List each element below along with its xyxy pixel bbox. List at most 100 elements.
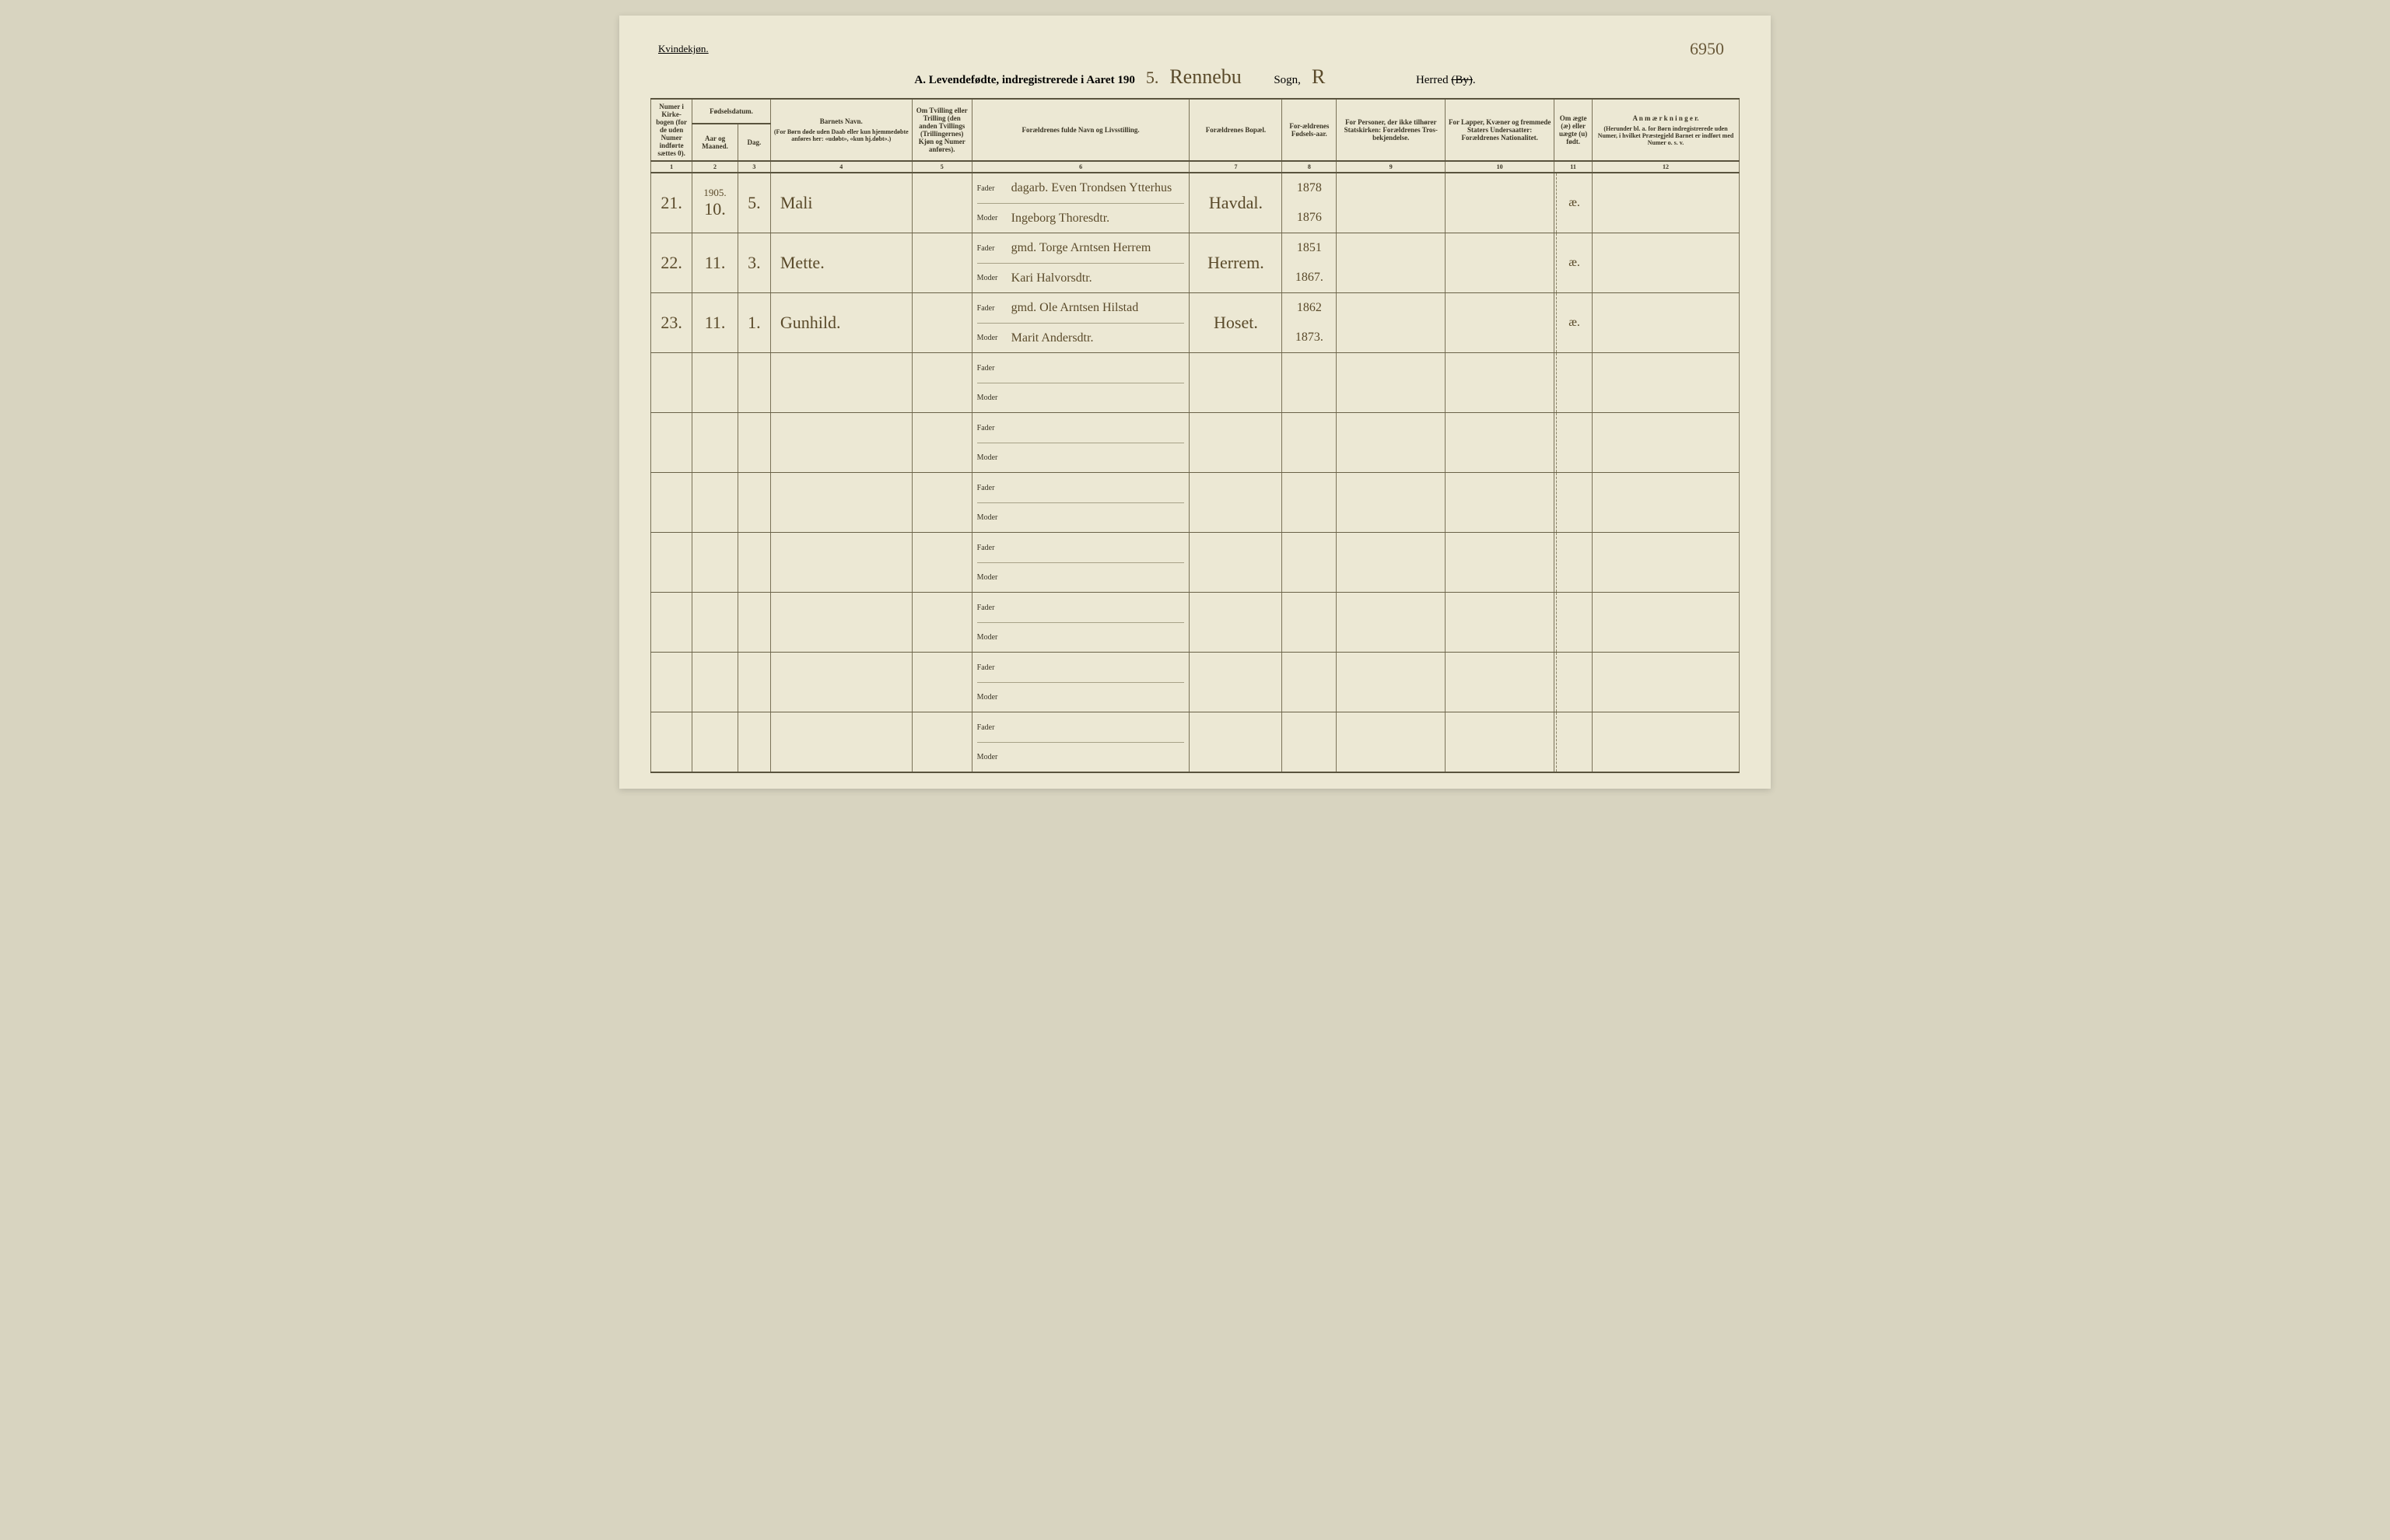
sogn-fill: Rennebu: [1169, 65, 1263, 89]
cell-religion: [1337, 593, 1446, 653]
cell-name: [770, 413, 912, 473]
cell-month: [692, 533, 738, 593]
col-head-1: Numer i Kirke-bogen (for de uden Numer i…: [651, 99, 692, 161]
moder-line: Moder Ingeborg Thoresdtr.: [977, 203, 1185, 233]
cell-name: [770, 653, 912, 712]
cell-name: Mette.: [770, 233, 912, 293]
moder-line: Moder: [977, 562, 1185, 592]
moder-label: Moder: [977, 633, 1004, 642]
cell-religion: [1337, 173, 1446, 233]
table-row: Fader Moder: [651, 353, 1740, 413]
moder-label: Moder: [977, 693, 1004, 702]
cell-num: [651, 712, 692, 773]
cell-day: 1.: [738, 293, 770, 353]
fader-line: Fader: [977, 533, 1185, 562]
fader-label: Fader: [977, 424, 1004, 432]
col-head-4: Barnets Navn. (For Børn døde uden Daab e…: [770, 99, 912, 161]
cell-remarks: [1593, 533, 1740, 593]
cell-religion: [1337, 533, 1446, 593]
cell-twin: [912, 293, 972, 353]
moder-line: Moder: [977, 383, 1185, 412]
colnum-11: 11: [1554, 161, 1593, 173]
moder-label: Moder: [977, 394, 1004, 402]
cell-nationality: [1446, 593, 1554, 653]
cell-twin: [912, 473, 972, 533]
cell-nationality: [1446, 473, 1554, 533]
cell-religion: [1337, 353, 1446, 413]
table-row: Fader Moder: [651, 593, 1740, 653]
moder-line: Moder: [977, 742, 1185, 772]
cell-legit: [1554, 533, 1593, 593]
cell-bopael: Havdal.: [1190, 173, 1282, 233]
moder-line: Moder Marit Andersdtr.: [977, 323, 1185, 352]
cell-day: [738, 593, 770, 653]
cell-legit: [1554, 413, 1593, 473]
cell-legit: æ.: [1554, 233, 1593, 293]
cell-legit: [1554, 593, 1593, 653]
cell-day: [738, 353, 770, 413]
table-row: Fader Moder: [651, 533, 1740, 593]
col-head-2b: Dag.: [738, 124, 770, 161]
col-head-7: Forældrenes Bopæl.: [1190, 99, 1282, 161]
register-page: Kvindekjøn. 6950 A. Levendefødte, indreg…: [619, 16, 1771, 789]
cell-twin: [912, 173, 972, 233]
cell-remarks: [1593, 233, 1740, 293]
cell-twin: [912, 712, 972, 773]
cell-nationality: [1446, 712, 1554, 773]
fader-value: gmd. Ole Arntsen Hilstad: [1011, 301, 1139, 315]
sogn-label: Sogn,: [1274, 74, 1301, 87]
cell-legit: æ.: [1554, 293, 1593, 353]
colnum-7: 7: [1190, 161, 1282, 173]
cell-twin: [912, 233, 972, 293]
colnum-8: 8: [1282, 161, 1337, 173]
colnum-5: 5: [912, 161, 972, 173]
moder-label: Moder: [977, 513, 1004, 522]
col-head-10: For Lapper, Kvæner og fremmede Staters U…: [1446, 99, 1554, 161]
colnum-1: 1: [651, 161, 692, 173]
cell-num: [651, 353, 692, 413]
cell-day: 3.: [738, 233, 770, 293]
cell-num: [651, 593, 692, 653]
cell-day: [738, 712, 770, 773]
cell-nationality: [1446, 233, 1554, 293]
fader-label: Fader: [977, 304, 1004, 313]
cell-bopael: [1190, 413, 1282, 473]
fader-label: Fader: [977, 244, 1004, 253]
cell-nationality: [1446, 533, 1554, 593]
cell-remarks: [1593, 293, 1740, 353]
fader-value: gmd. Torge Arntsen Herrem: [1011, 241, 1151, 255]
cell-legit: æ.: [1554, 173, 1593, 233]
cell-parents: Fader Moder: [972, 413, 1190, 473]
cell-name: [770, 712, 912, 773]
cell-month: [692, 353, 738, 413]
cell-parents: Fader Moder: [972, 353, 1190, 413]
cell-remarks: [1593, 413, 1740, 473]
cell-religion: [1337, 712, 1446, 773]
moder-label: Moder: [977, 334, 1004, 342]
cell-parents: Fader dagarb. Even Trondsen Ytterhus Mod…: [972, 173, 1190, 233]
cell-month: [692, 473, 738, 533]
fader-label: Fader: [977, 663, 1004, 672]
cell-parents: Fader gmd. Ole Arntsen Hilstad Moder Mar…: [972, 293, 1190, 353]
cell-legit: [1554, 653, 1593, 712]
cell-month: [692, 413, 738, 473]
cell-years: 1851 1867.: [1282, 233, 1337, 293]
col-head-8: For-ældrenes Fødsels-aar.: [1282, 99, 1337, 161]
moder-value: Marit Andersdtr.: [1011, 331, 1094, 345]
col4-main: Barnets Navn.: [773, 117, 909, 125]
fader-line: Fader: [977, 653, 1185, 682]
cell-month: 11.: [692, 233, 738, 293]
cell-name: Mali: [770, 173, 912, 233]
cell-religion: [1337, 653, 1446, 712]
cell-legit: [1554, 353, 1593, 413]
moder-label: Moder: [977, 274, 1004, 282]
cell-num: 21.: [651, 173, 692, 233]
cell-day: [738, 413, 770, 473]
cell-bopael: [1190, 353, 1282, 413]
cell-bopael: [1190, 533, 1282, 593]
table-row: Fader Moder: [651, 712, 1740, 773]
fader-line: Fader: [977, 593, 1185, 622]
cell-num: [651, 473, 692, 533]
fader-line: Fader dagarb. Even Trondsen Ytterhus: [977, 173, 1185, 203]
fader-label: Fader: [977, 364, 1004, 373]
